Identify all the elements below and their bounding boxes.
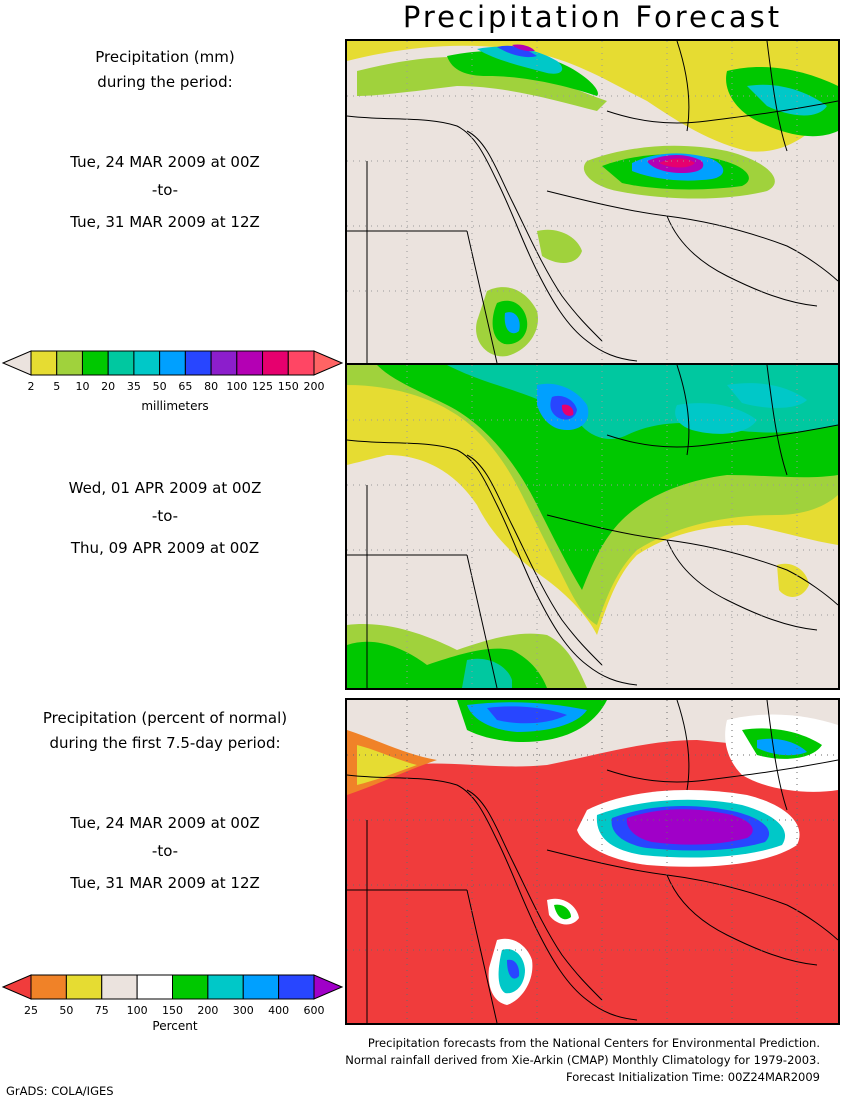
map-week2-graphic (347, 365, 838, 688)
colorbar-mm-tick-label: 100 (226, 380, 248, 393)
panel3-end-time: Tue, 31 MAR 2009 at 12Z (70, 874, 260, 892)
colorbar-mm-swatch-6 (159, 350, 186, 376)
panel3-heading-line2: during the first 7.5-day period: (49, 734, 281, 752)
source-note-2: Normal rainfall derived from Xie-Arkin (… (345, 1053, 820, 1067)
map-panel-percent-normal (345, 698, 840, 1025)
colorbar-percent-swatch-4 (136, 974, 173, 1000)
panel1-heading-line2: during the period: (97, 73, 233, 91)
colorbar-mm-unit: millimeters (141, 399, 209, 413)
colorbar-percent-swatch-8 (278, 974, 315, 1000)
colorbar-mm-swatch-4 (107, 350, 135, 376)
colorbar-percent-tick-label: 25 (24, 1004, 38, 1017)
colorbar-mm-tick-label: 80 (204, 380, 219, 393)
colorbar-mm-tick-label: 200 (303, 380, 325, 393)
colorbar-mm-swatch-12 (313, 350, 344, 376)
colorbar-mm-tick-label: 20 (101, 380, 116, 393)
grads-credit: GrADS: COLA/IGES (6, 1084, 114, 1098)
colorbar-mm-swatch-2 (56, 350, 83, 376)
colorbar-percent-tick-labels: 25 50 75 100 150 200 300 400 600 (0, 1004, 345, 1018)
colorbar-mm-swatch-1 (30, 350, 58, 376)
colorbar-mm (1, 350, 344, 376)
colorbar-mm-tick-label: 65 (178, 380, 193, 393)
colorbar-percent-swatch-6 (207, 974, 244, 1000)
colorbar-mm-swatch-5 (133, 350, 161, 376)
colorbar-percent-swatch-9 (313, 974, 344, 1000)
colorbar-percent-swatch-5 (172, 974, 209, 1000)
colorbar-mm-swatch-7 (184, 350, 212, 376)
colorbar-percent (1, 974, 344, 1000)
panel1-end-time: Tue, 31 MAR 2009 at 12Z (70, 213, 260, 231)
map-week1-graphic (347, 41, 838, 363)
colorbar-mm-swatch-9 (236, 350, 264, 376)
source-note-3: Forecast Initialization Time: 00Z24MAR20… (566, 1070, 820, 1084)
panel1-to: -to- (151, 181, 179, 199)
map-panel-week1-precip (345, 39, 840, 365)
colorbar-mm-tick-label: 2 (27, 380, 35, 393)
panel1-start-time: Tue, 24 MAR 2009 at 00Z (70, 153, 260, 171)
colorbar-percent-swatch-1 (30, 974, 67, 1000)
panel3-heading-line1: Precipitation (percent of normal) (42, 709, 288, 727)
colorbar-mm-tick-label: 125 (252, 380, 274, 393)
colorbar-mm-tick-label: 150 (277, 380, 299, 393)
colorbar-percent-swatch-3 (101, 974, 138, 1000)
source-note-1: Precipitation forecasts from the Nationa… (367, 1036, 820, 1050)
colorbar-mm-swatch-8 (210, 350, 238, 376)
colorbar-mm-swatch-3 (81, 350, 109, 376)
panel2-end-time: Thu, 09 APR 2009 at 00Z (70, 539, 260, 557)
panel2-to: -to- (151, 507, 179, 525)
colorbar-percent-tick-label: 600 (303, 1004, 325, 1017)
colorbar-percent-tick-label: 150 (162, 1004, 183, 1017)
panel1-heading-line1: Precipitation (mm) (95, 48, 235, 66)
colorbar-percent-unit: Percent (152, 1019, 198, 1033)
map-percent-graphic (347, 700, 838, 1023)
colorbar-percent-tick-label: 200 (197, 1004, 219, 1017)
colorbar-percent-tick-label: 75 (94, 1004, 109, 1017)
panel3-to: -to- (151, 842, 179, 860)
page-title: Precipitation Forecast (402, 0, 783, 34)
colorbar-percent-swatch-2 (65, 974, 103, 1000)
colorbar-mm-swatch-10 (262, 350, 289, 376)
colorbar-mm-tick-label: 5 (53, 380, 61, 393)
colorbar-mm-tick-label: 10 (75, 380, 90, 393)
map-panel-week2-precip (345, 363, 840, 690)
colorbar-percent-swatch-0 (1, 974, 32, 1000)
colorbar-mm-swatch-0 (1, 350, 32, 376)
colorbar-percent-tick-label: 400 (268, 1004, 290, 1017)
colorbar-mm-tick-label: 35 (126, 380, 141, 393)
colorbar-mm-tick-label: 50 (152, 380, 167, 393)
colorbar-percent-tick-label: 50 (59, 1004, 74, 1017)
panel3-start-time: Tue, 24 MAR 2009 at 00Z (70, 814, 260, 832)
colorbar-mm-swatch-11 (287, 350, 315, 376)
colorbar-percent-swatch-7 (242, 974, 280, 1000)
panel2-start-time: Wed, 01 APR 2009 at 00Z (68, 479, 262, 497)
colorbar-mm-tick-labels: 2 5 10 20 35 50 65 80 100 125 150 200 (0, 380, 345, 394)
colorbar-percent-tick-label: 100 (126, 1004, 148, 1017)
colorbar-percent-tick-label: 300 (232, 1004, 254, 1017)
